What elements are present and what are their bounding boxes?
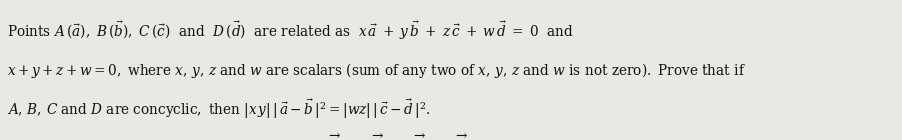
Text: $\mathrm{Points\ }$$A\,(\vec{a})$$\mathrm{,\ }$$B\,(\vec{b})$$\mathrm{,\ }$$C\,(: $\mathrm{Points\ }$$A\,(\vec{a})$$\mathr… bbox=[7, 19, 573, 42]
Text: $A,\,B,\,C$$\mathrm{\ and\ }$$D$$\mathrm{\ are\ concyclic,\ then\ }$$|x\,y|\,|\,: $A,\,B,\,C$$\mathrm{\ and\ }$$D$$\mathrm… bbox=[7, 97, 430, 121]
Text: $x+y+z+w=0$$\mathrm{,\ where\ }$$x,\,y,\,z$$\mathrm{\ and\ }$$w$$\mathrm{\ are\ : $x+y+z+w=0$$\mathrm{,\ where\ }$$x,\,y,\… bbox=[7, 60, 745, 80]
Text: $\rightarrow \qquad \rightarrow \qquad \rightarrow \qquad \rightarrow$: $\rightarrow \qquad \rightarrow \qquad \… bbox=[326, 127, 468, 140]
